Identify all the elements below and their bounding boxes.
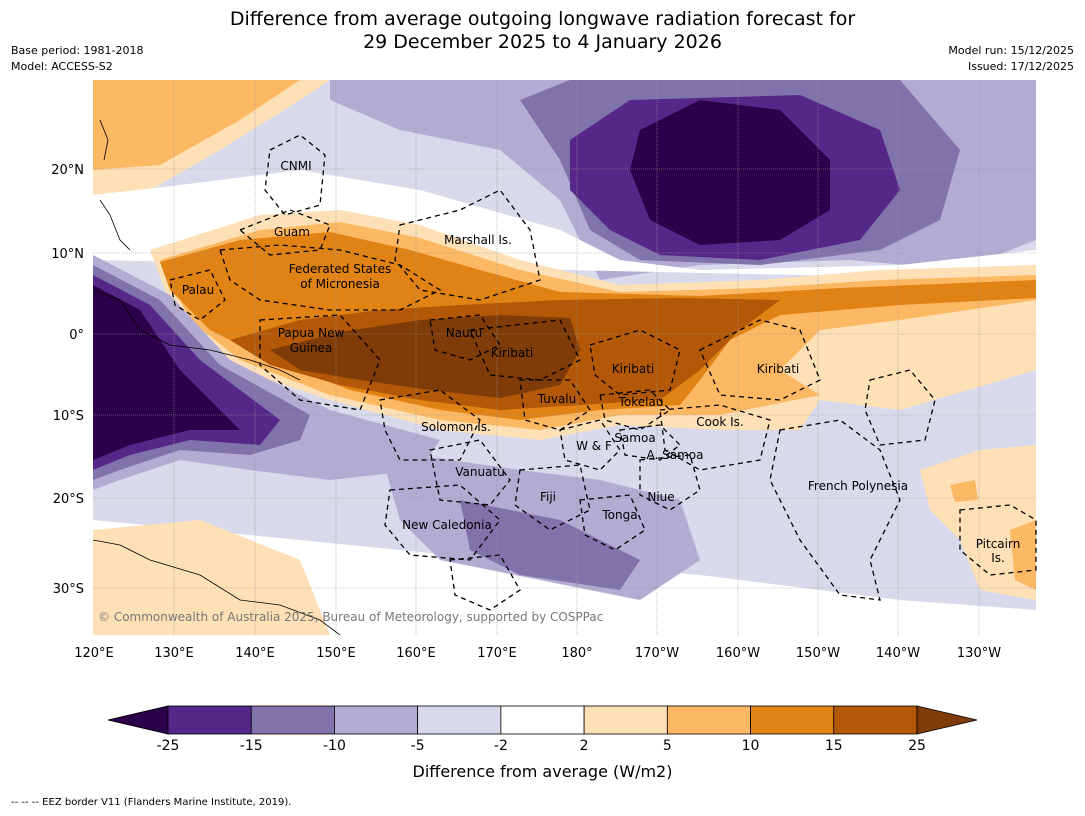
label-tokelau: Tokelau — [618, 395, 664, 409]
lat-label-10n: 10°N — [51, 247, 84, 262]
meta-left: Base period: 1981-2018 Model: ACCESS-S2 — [11, 43, 143, 75]
lon-label-150w: 150°W — [796, 646, 840, 661]
colorbar-segment-5to10 — [666, 705, 751, 735]
lon-label-150e: 150°E — [316, 646, 356, 661]
lat-label-0: 0° — [69, 328, 84, 343]
label-kiribati-east: Kiribati — [757, 362, 799, 376]
colorbar-tick-label: 2 — [580, 738, 589, 754]
lon-label-160e: 160°E — [396, 646, 436, 661]
colorbar-tick-label: 10 — [742, 738, 760, 754]
colorbar-tick-label: 25 — [908, 738, 926, 754]
label-cnmi: CNMI — [280, 159, 311, 173]
colorbar-segment--5to-2 — [417, 705, 502, 735]
latitude-labels: 20°N 10°N 0° 10°S 20°S 30°S — [51, 163, 84, 597]
colorbar-tick-label: -2 — [494, 738, 508, 754]
label-tonga: Tonga — [601, 508, 637, 522]
label-new-caledonia: New Caledonia — [402, 518, 492, 532]
label-wallis-futuna: W & F — [576, 439, 612, 453]
base-period: Base period: 1981-2018 — [11, 44, 144, 57]
lon-label-130e: 130°E — [154, 646, 194, 661]
lon-label-170w: 170°W — [635, 646, 679, 661]
colorbar-segment--2to2 — [500, 705, 585, 735]
colorbar-tick-label: 5 — [663, 738, 672, 754]
label-solomon-islands: Solomon Is. — [421, 420, 491, 434]
lon-label-160w: 160°W — [716, 646, 760, 661]
model-name: Model: ACCESS-S2 — [11, 60, 113, 73]
issued-date: Issued: 17/12/2025 — [967, 60, 1074, 73]
lon-label-170e: 170°E — [477, 646, 517, 661]
label-kiribati-central: Kiribati — [612, 362, 654, 376]
colorbar-segment-10to15 — [750, 705, 835, 735]
colorbar-tick-label: -25 — [157, 738, 180, 754]
colorbar-segment--10to-5 — [334, 705, 419, 735]
colorbar-extend-high — [916, 705, 978, 735]
label-pitcairn-line1: Pitcairn — [976, 537, 1021, 551]
eez-footnote: -- -- -- EEZ border V11 (Flanders Marine… — [11, 797, 292, 808]
colorbar: -25 -15 -10 -5 -2 2 5 10 15 25 — [107, 705, 978, 754]
label-guam: Guam — [274, 225, 310, 239]
label-png-line2: Guinea — [290, 341, 333, 355]
lat-label-20s: 20°S — [53, 492, 84, 507]
title-line-2: 29 December 2025 to 4 January 2026 — [363, 31, 722, 53]
label-nauru: Nauru — [446, 326, 482, 340]
label-fsm-line1: Federated States — [289, 262, 391, 276]
label-tuvalu: Tuvalu — [537, 392, 577, 406]
lon-label-140e: 140°E — [235, 646, 275, 661]
colorbar-tick-label: -15 — [240, 738, 263, 754]
lat-label-30s: 30°S — [53, 582, 84, 597]
label-niue: Niue — [647, 490, 674, 504]
copyright-notice: © Commonwealth of Australia 2025, Bureau… — [98, 610, 603, 624]
colorbar-segment--15to-10 — [250, 705, 335, 735]
graticule — [93, 80, 1036, 635]
label-french-polynesia: French Polynesia — [808, 479, 908, 493]
colorbar-title: Difference from average (W/m2) — [412, 762, 673, 781]
lat-label-20n: 20°N — [51, 163, 84, 178]
model-run: Model run: 15/12/2025 — [948, 44, 1074, 57]
label-fsm-line2: of Micronesia — [300, 277, 380, 291]
lon-label-180: 180° — [561, 646, 592, 661]
label-png-line1: Papua New — [278, 326, 345, 340]
colorbar-segment-2to5 — [583, 705, 668, 735]
label-fiji: Fiji — [540, 490, 556, 504]
eez-borders — [169, 134, 1037, 611]
label-pitcairn-line2: Is. — [991, 551, 1005, 565]
colorbar-tick-label: -10 — [323, 738, 346, 754]
colorbar-segment-15to25 — [833, 705, 918, 735]
meta-right: Model run: 15/12/2025 Issued: 17/12/2025 — [948, 43, 1074, 75]
label-cook-islands: Cook Is. — [696, 415, 743, 429]
label-vanuatu: Vanuatu — [455, 465, 505, 479]
lon-label-140w: 140°W — [876, 646, 920, 661]
label-samoa: Samoa — [614, 431, 655, 445]
colorbar-extend-low — [107, 705, 169, 735]
lat-label-10s: 10°S — [53, 409, 84, 424]
lon-label-130w: 130°W — [957, 646, 1001, 661]
anomaly-field — [93, 80, 1036, 635]
title-line-1: Difference from average outgoing longwav… — [229, 8, 856, 30]
coastlines — [93, 119, 341, 635]
colorbar-tick-label: -5 — [411, 738, 425, 754]
label-palau: Palau — [182, 283, 214, 297]
place-labels: CNMI Guam Marshall Is. Federated States … — [182, 159, 1020, 565]
longitude-labels: 120°E 130°E 140°E 150°E 160°E 170°E 180°… — [74, 646, 1001, 661]
label-marshall: Marshall Is. — [444, 233, 512, 247]
colorbar-segment--25to-15 — [167, 705, 252, 735]
label-american-samoa: A. Samoa — [647, 448, 704, 462]
label-kiribati-west: Kiribati — [491, 346, 533, 360]
colorbar-tick-label: 15 — [825, 738, 843, 754]
lon-label-120e: 120°E — [74, 646, 114, 661]
map-title: Difference from average outgoing longwav… — [0, 8, 1085, 54]
